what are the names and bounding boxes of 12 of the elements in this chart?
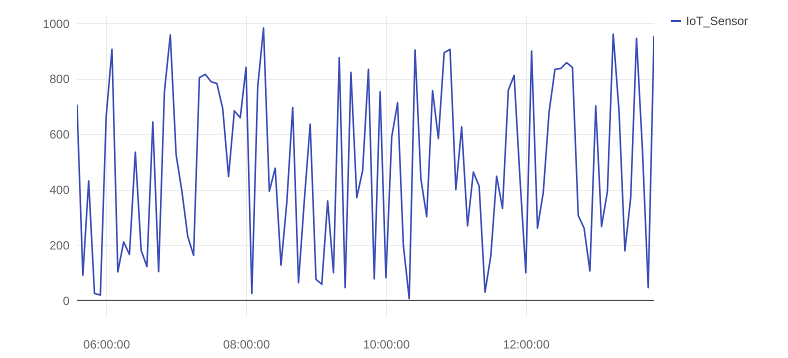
y-tick-label: 400 bbox=[49, 183, 70, 198]
y-tick-label: 200 bbox=[49, 238, 70, 252]
x-tick-label: 12:00:00 bbox=[502, 338, 550, 352]
x-tick-label: 08:00:00 bbox=[223, 338, 270, 352]
y-tick-label: 600 bbox=[49, 128, 70, 142]
x-tick-label: 06:00:00 bbox=[83, 338, 130, 352]
legend-label: IoT_Sensor bbox=[686, 14, 748, 28]
y-tick-label: 1000 bbox=[42, 16, 70, 31]
y-tick-label: 800 bbox=[49, 72, 70, 86]
y-tick-label: 0 bbox=[62, 294, 70, 308]
line-series bbox=[77, 27, 654, 300]
x-tick-label: 10:00:00 bbox=[363, 338, 410, 352]
